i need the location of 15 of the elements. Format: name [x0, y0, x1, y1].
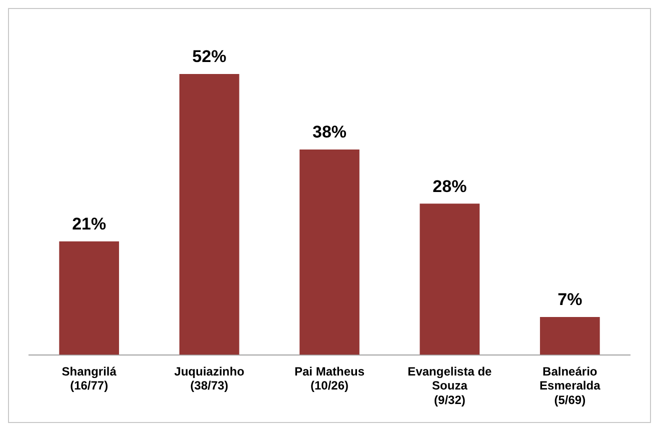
- x-tick-label: Juquiazinho (38/73): [174, 364, 244, 393]
- bar: [420, 204, 480, 355]
- data-label: 7%: [558, 290, 582, 310]
- x-tick-label: Evangelista de Souza (9/32): [408, 364, 492, 408]
- bar: [540, 316, 600, 355]
- bar: [179, 74, 240, 355]
- data-label: 52%: [192, 47, 226, 66]
- bar: [300, 150, 360, 355]
- x-tick-label: Shangrilá (16/77): [62, 364, 117, 393]
- bar: [59, 241, 120, 355]
- data-label: 21%: [72, 214, 106, 234]
- data-label: 38%: [312, 122, 347, 142]
- x-tick-label: Balneário Esmeralda (5/69): [540, 364, 601, 408]
- data-label: 28%: [432, 176, 467, 196]
- x-tick-label: Pai Matheus (10/26): [294, 364, 365, 393]
